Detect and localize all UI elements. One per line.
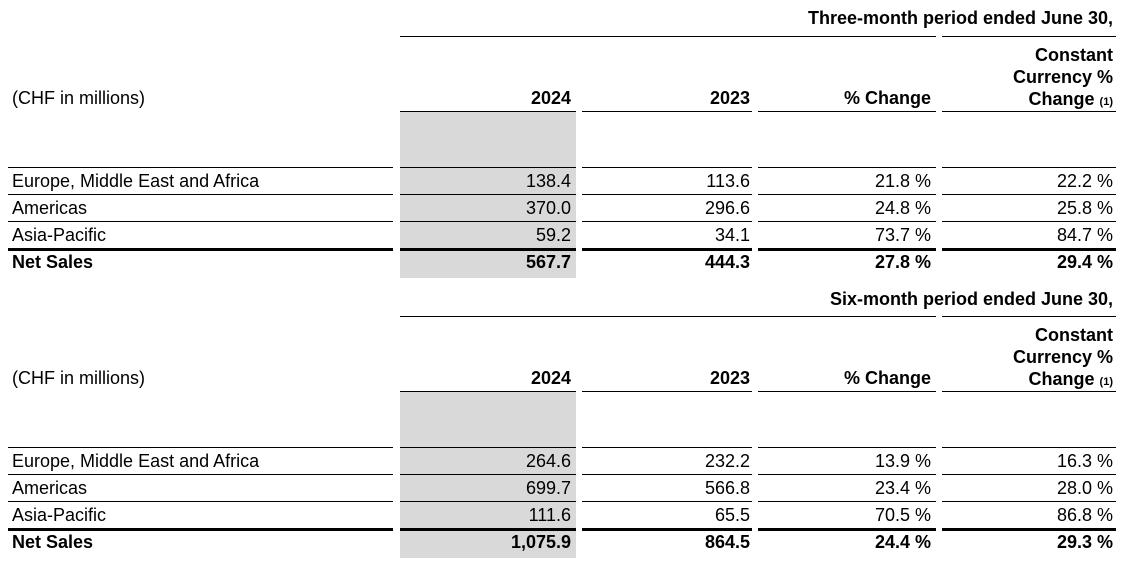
- col-header-change: % Change: [843, 368, 931, 388]
- header-underline: [582, 391, 752, 392]
- value-ccy-change: 22.2 %: [1056, 171, 1113, 191]
- header-underline: [582, 111, 752, 112]
- period-rule-ccy: [942, 36, 1116, 37]
- value-change: 70.5 %: [874, 505, 931, 525]
- header-underline: [400, 111, 576, 112]
- row-label: Americas: [12, 198, 88, 218]
- value-2024: 567.7: [525, 252, 571, 272]
- value-ccy-change: 29.3 %: [1056, 532, 1113, 552]
- value-2023: 444.3: [704, 252, 750, 272]
- row-label: Net Sales: [12, 252, 94, 272]
- value-2023: 65.5: [714, 505, 750, 525]
- period-rule-ccy: [942, 316, 1116, 317]
- ccy-header-line3: Change: [1028, 89, 1095, 109]
- col-header-2024: 2024: [530, 88, 571, 108]
- row-label: Americas: [12, 478, 88, 498]
- total-row: Net Sales 1,075.9 864.5 24.4 % 29.3 %: [0, 528, 1123, 555]
- header-underline: [400, 391, 576, 392]
- value-2024: 370.0: [525, 198, 571, 218]
- footnote-ref: (1): [1099, 96, 1113, 108]
- total-row: Net Sales 567.7 444.3 27.8 % 29.4 %: [0, 248, 1123, 275]
- value-2023: 113.6: [706, 171, 750, 191]
- value-change: 13.9 %: [874, 451, 931, 471]
- value-2024: 138.4: [525, 171, 571, 191]
- period-rule: [400, 316, 936, 317]
- value-2023: 566.8: [704, 478, 750, 498]
- table-row: Asia-Pacific 111.6 65.5 70.5 % 86.8 %: [0, 501, 1123, 528]
- period-rule: [400, 36, 936, 37]
- value-2023: 232.2: [704, 451, 750, 471]
- table-row: Europe, Middle East and Africa 264.6 232…: [0, 447, 1123, 474]
- table-row: Americas 699.7 566.8 23.4 % 28.0 %: [0, 474, 1123, 501]
- value-2023: 34.1: [714, 225, 750, 245]
- header-underline: [942, 391, 1116, 392]
- ccy-header-line1: Constant: [1035, 45, 1113, 65]
- row-label: Net Sales: [12, 532, 94, 552]
- ccy-header-line1: Constant: [1035, 325, 1113, 345]
- value-change: 24.8 %: [874, 198, 931, 218]
- col-header-change: % Change: [843, 88, 931, 108]
- footnote-ref: (1): [1099, 376, 1113, 388]
- table-row: Asia-Pacific 59.2 34.1 73.7 % 84.7 %: [0, 221, 1123, 248]
- value-ccy-change: 16.3 %: [1056, 451, 1113, 471]
- header-underline: [942, 111, 1116, 112]
- value-change: 73.7 %: [874, 225, 931, 245]
- value-2024: 264.6: [525, 451, 571, 471]
- value-2023: 296.6: [704, 198, 750, 218]
- ccy-header-line2: Currency %: [1012, 347, 1113, 367]
- col-header-constant-currency: Constant Currency % Change (1): [1013, 324, 1113, 393]
- period-heading: Three-month period ended June 30,: [807, 8, 1113, 28]
- value-2024: 1,075.9: [510, 532, 571, 552]
- col-header-constant-currency: Constant Currency % Change (1): [1013, 44, 1113, 113]
- value-ccy-change: 86.8 %: [1056, 505, 1113, 525]
- value-change: 23.4 %: [874, 478, 931, 498]
- units-label: (CHF in millions): [12, 88, 146, 108]
- period-heading: Six-month period ended June 30,: [829, 289, 1113, 309]
- row-label: Europe, Middle East and Africa: [12, 451, 260, 471]
- value-ccy-change: 28.0 %: [1056, 478, 1113, 498]
- value-change: 24.4 %: [874, 532, 931, 552]
- units-label: (CHF in millions): [12, 368, 146, 388]
- value-2024: 59.2: [535, 225, 571, 245]
- ccy-header-line2: Currency %: [1012, 67, 1113, 87]
- six-month-table: Six-month period ended June 30, (CHF in …: [0, 282, 1123, 565]
- row-label: Asia-Pacific: [12, 225, 107, 245]
- row-label: Asia-Pacific: [12, 505, 107, 525]
- value-change: 21.8 %: [874, 171, 931, 191]
- value-2024: 111.6: [528, 505, 571, 525]
- value-change: 27.8 %: [874, 252, 931, 272]
- col-header-2024: 2024: [530, 368, 571, 388]
- value-ccy-change: 29.4 %: [1056, 252, 1113, 272]
- col-header-2023: 2023: [709, 88, 750, 108]
- table-row: Europe, Middle East and Africa 138.4 113…: [0, 167, 1123, 194]
- ccy-header-line3: Change: [1028, 369, 1095, 389]
- value-ccy-change: 84.7 %: [1056, 225, 1113, 245]
- value-ccy-change: 25.8 %: [1056, 198, 1113, 218]
- row-label: Europe, Middle East and Africa: [12, 171, 260, 191]
- header-underline: [758, 391, 936, 392]
- col-header-2023: 2023: [709, 368, 750, 388]
- three-month-table: Three-month period ended June 30, (CHF i…: [0, 0, 1123, 282]
- value-2024: 699.7: [525, 478, 571, 498]
- value-2023: 864.5: [704, 532, 750, 552]
- header-underline: [758, 111, 936, 112]
- table-row: Americas 370.0 296.6 24.8 % 25.8 %: [0, 194, 1123, 221]
